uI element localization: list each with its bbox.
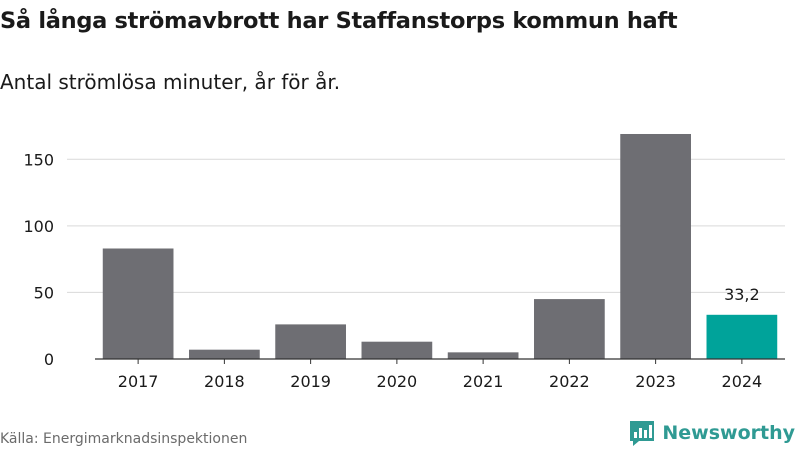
chart-subtitle: Antal strömlösa minuter, år för år.	[0, 70, 341, 94]
x-tick-label: 2024	[722, 372, 763, 391]
bar	[447, 352, 519, 359]
bar	[361, 341, 433, 359]
y-tick-label: 0	[44, 350, 54, 369]
logo-text: Newsworthy	[662, 422, 795, 444]
x-tick-label: 2022	[549, 372, 590, 391]
bar	[102, 248, 174, 359]
x-tick-label: 2020	[377, 372, 418, 391]
x-tick-label: 2018	[204, 372, 245, 391]
y-axis-ticks: 0 50 100 150	[23, 150, 54, 369]
y-tick-label: 100	[23, 217, 54, 236]
chart-title: Så långa strömavbrott har Staffanstorps …	[0, 8, 678, 34]
data-label: 33,2	[724, 285, 760, 304]
x-axis-ticks: 2017 2018 2019 2020 2021 2022 2023 2024	[118, 359, 762, 391]
y-tick-label: 150	[23, 150, 54, 169]
x-tick-label: 2017	[118, 372, 159, 391]
bar	[534, 299, 605, 359]
bar	[620, 133, 691, 359]
y-tick-label: 50	[34, 283, 54, 302]
x-tick-label: 2019	[290, 372, 331, 391]
x-tick-label: 2021	[463, 372, 504, 391]
newsworthy-logo: Newsworthy	[628, 419, 795, 447]
bar	[275, 324, 346, 359]
bar	[189, 349, 260, 359]
bar	[706, 314, 778, 359]
bars	[102, 133, 778, 359]
chart-logo-icon	[630, 421, 655, 446]
source-note: Källa: Energimarknadsinspektionen	[0, 431, 248, 447]
x-tick-label: 2023	[635, 372, 676, 391]
data-labels: 33,2	[724, 285, 760, 304]
